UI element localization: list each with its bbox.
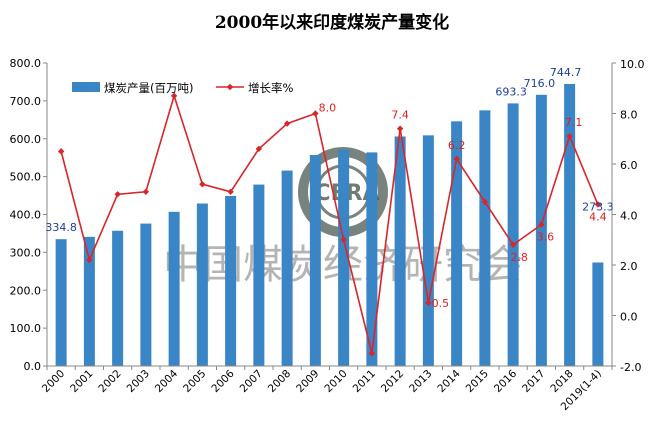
bar-series	[55, 83, 604, 366]
legend: 煤炭产量(百万吨) 增长率%	[72, 81, 293, 95]
line-series	[57, 92, 602, 357]
growth-point-2011	[368, 350, 376, 357]
x-tick-label: 2008	[266, 368, 293, 395]
bar-2012	[394, 136, 406, 366]
growth-point-2013	[425, 299, 432, 307]
x-tick-label: 2007	[238, 368, 265, 395]
x-tick-label: 2011	[351, 368, 378, 395]
x-tick-label: 2016	[492, 367, 520, 395]
x-tick-label: 2003	[125, 368, 152, 395]
bar-2003	[140, 223, 152, 366]
line-data-label: 8.0	[319, 102, 337, 115]
y-left-tick-label: 500.0	[10, 171, 42, 184]
bar-2019(1-4)	[592, 262, 604, 366]
x-tick-label: 2012	[379, 368, 406, 395]
growth-point-2006	[227, 188, 234, 195]
growth-point-2012	[396, 125, 404, 132]
line-data-label: 3.6	[537, 231, 555, 244]
y-left-tick-label: 400.0	[10, 209, 42, 222]
growth-point-2017	[538, 221, 545, 228]
x-tick-label: 2013	[407, 368, 434, 395]
x-tick-label: 2006	[209, 367, 237, 395]
growth-point-2014	[453, 155, 460, 163]
legend-bar-swatch	[72, 82, 100, 92]
bar-data-label: 273.3	[582, 200, 614, 213]
bar-2016	[507, 103, 519, 366]
growth-point-2016	[509, 241, 517, 248]
bar-data-label: 744.7	[550, 66, 582, 79]
line-data-label: 4.4	[589, 210, 607, 223]
bar-data-label: 693.3	[495, 85, 527, 98]
y-right-tick-label: 6.0	[620, 159, 638, 172]
bar-2009	[309, 155, 321, 366]
y-left-tick-label: 800.0	[10, 57, 42, 70]
growth-point-2001	[86, 256, 93, 264]
x-tick-label: 2010	[322, 368, 349, 395]
x-tick-label: 2001	[68, 368, 95, 395]
bar-2001	[83, 236, 95, 366]
growth-point-2000	[57, 148, 65, 155]
x-tick-label: 2014	[435, 367, 463, 395]
growth-point-2002	[114, 191, 121, 198]
y-left-tick-label: 600.0	[10, 133, 42, 146]
growth-point-2018	[566, 133, 573, 140]
bar-2017	[535, 94, 547, 366]
growth-point-2009	[312, 110, 319, 117]
line-data-label: 0.5	[432, 297, 450, 310]
growth-line	[60, 93, 599, 354]
y-left-tick-label: 200.0	[10, 284, 42, 297]
y-right-tick-label: 2.0	[620, 260, 638, 273]
legend-bar-label: 煤炭产量(百万吨)	[104, 81, 193, 95]
growth-point-2003	[142, 188, 150, 195]
y-left-tick-label: 700.0	[10, 95, 42, 108]
x-tick-label: 2009	[294, 368, 321, 395]
bar-2007	[253, 184, 265, 366]
growth-point-2007	[255, 145, 263, 153]
bar-2010	[338, 149, 350, 366]
bar-2008	[281, 170, 293, 366]
y-right-tick-label: 4.0	[620, 210, 638, 223]
chart-title: 2000年以来印度煤炭产量变化	[215, 12, 449, 33]
legend-line-label: 增长率%	[248, 81, 293, 95]
growth-point-2004	[170, 92, 178, 100]
bar-2006	[225, 195, 237, 366]
y-right-tick-label: 0.0	[620, 311, 638, 324]
bar-2011	[366, 152, 378, 366]
y-left-tick-label: 100.0	[10, 322, 42, 335]
line-data-label: 7.4	[391, 109, 409, 122]
x-tick-label: 2004	[153, 367, 181, 395]
bar-2014	[451, 121, 463, 366]
line-data-label: 7.1	[565, 116, 583, 129]
growth-point-2008	[283, 120, 291, 127]
line-data-label: 6.2	[448, 139, 466, 152]
x-tick-label: 2015	[464, 368, 491, 395]
y-right-tick-label: 10.0	[620, 58, 645, 71]
bar-2013	[422, 135, 434, 366]
bar-2004	[168, 211, 180, 366]
growth-point-2015	[481, 198, 489, 206]
bar-2015	[479, 110, 491, 366]
x-tick-label: 2000	[40, 368, 67, 395]
bar-2018	[564, 83, 576, 366]
x-tick-label: 2002	[96, 368, 123, 395]
bar-2002	[112, 230, 124, 366]
bar-2000	[55, 239, 67, 366]
y-left-tick-label: 0.0	[24, 360, 42, 373]
growth-point-2005	[199, 181, 206, 188]
bar-2005	[196, 203, 208, 366]
y-left-tick-label: 300.0	[10, 246, 42, 259]
growth-point-2010	[340, 236, 347, 243]
line-data-label: 2.8	[510, 251, 528, 264]
x-tick-label: 2005	[181, 368, 208, 395]
growth-point-2019(1-4)	[594, 201, 602, 208]
y-right-tick-label: -2.0	[620, 361, 641, 374]
y-right-tick-label: 8.0	[620, 109, 638, 122]
bar-data-label: 334.8	[45, 221, 77, 234]
x-tick-label: 2017	[520, 368, 547, 395]
legend-line-marker	[226, 83, 234, 91]
bar-data-label: 716.0	[524, 77, 556, 90]
